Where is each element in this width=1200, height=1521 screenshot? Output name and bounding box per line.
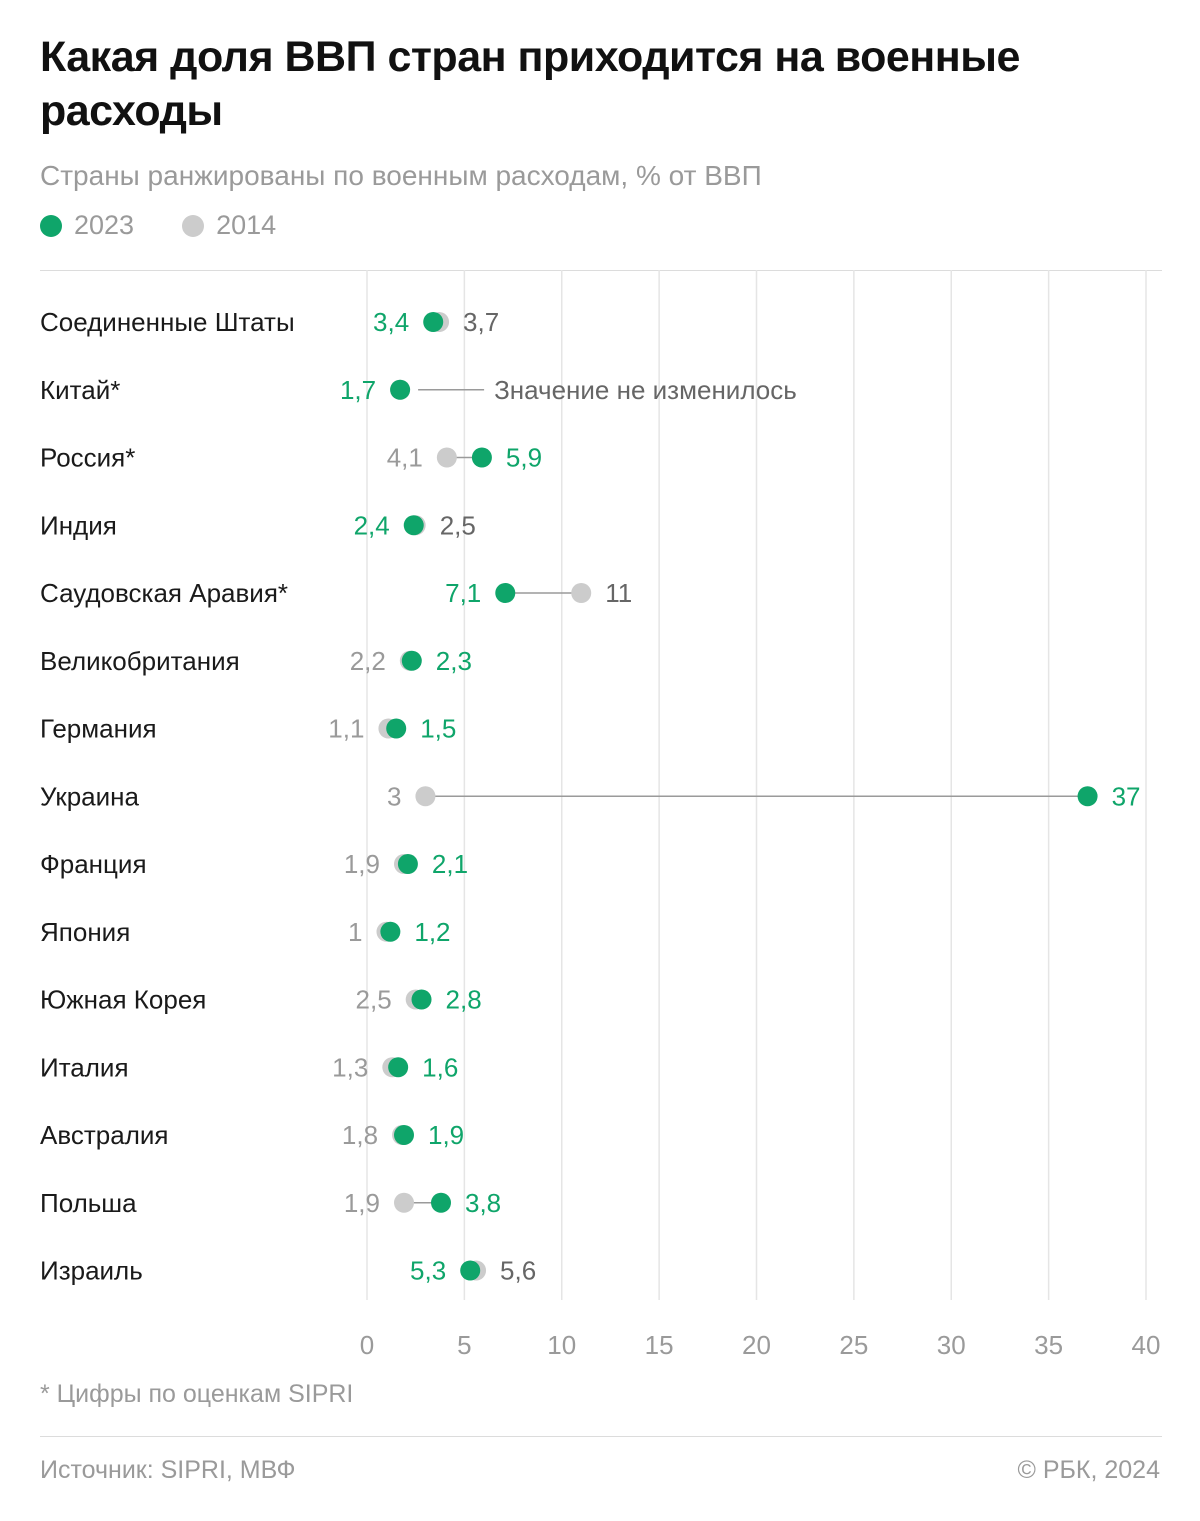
country-label: Япония xyxy=(40,917,130,947)
value-label-2023: 5,3 xyxy=(410,1256,446,1286)
dot-2023 xyxy=(495,583,516,603)
value-label-2023: 37 xyxy=(1112,781,1141,811)
value-label-2014: 1,3 xyxy=(332,1052,368,1082)
dot-2014 xyxy=(571,583,592,603)
dot-2023 xyxy=(411,989,432,1010)
x-tick-label: 15 xyxy=(645,1330,674,1360)
dot-2014 xyxy=(394,1192,415,1213)
unchanged-note: Значение не изменилось xyxy=(494,375,797,405)
x-tick-label: 35 xyxy=(1034,1330,1063,1360)
value-label-2014: 1,9 xyxy=(344,849,380,879)
country-label: Саудовская Аравия* xyxy=(40,578,288,608)
dot-2023 xyxy=(401,650,422,671)
legend-item-2014: 2014 xyxy=(182,210,276,241)
country-label: Израиль xyxy=(40,1256,143,1286)
value-label-2014: 2,5 xyxy=(356,985,392,1015)
legend-label-2014: 2014 xyxy=(216,210,277,240)
dot-2023 xyxy=(471,447,492,468)
value-label-2023: 1,9 xyxy=(428,1120,464,1150)
value-label-2014: 1,1 xyxy=(328,714,364,744)
dot-2023 xyxy=(386,718,407,739)
country-label: Австралия xyxy=(40,1120,168,1150)
country-label: Франция xyxy=(40,849,147,879)
value-label-2014: 3,7 xyxy=(463,307,499,337)
footnote: * Цифры по оценкам SIPRI xyxy=(40,1380,354,1408)
chart-subtitle: Страны ранжированы по военным расходам, … xyxy=(40,160,762,191)
bottom-divider xyxy=(40,1436,1162,1437)
top-divider xyxy=(40,270,1162,271)
value-label-2023: 5,9 xyxy=(506,443,542,473)
chart-title: Какая доля ВВП стран приходится на военн… xyxy=(40,33,1020,135)
value-label-2023: 2,3 xyxy=(436,646,472,676)
dot-2023 xyxy=(1077,786,1098,807)
value-label-2023: 1,2 xyxy=(414,917,450,947)
value-label-2023: 2,4 xyxy=(354,510,390,540)
legend-label-2023: 2023 xyxy=(74,210,135,240)
country-label: Польша xyxy=(40,1188,137,1218)
value-label-2014: 2,5 xyxy=(440,510,476,540)
source-credit: Источник: SIPRI, МВФ xyxy=(40,1456,296,1484)
copyright: © РБК, 2024 xyxy=(1017,1456,1160,1484)
value-label-2023: 1,5 xyxy=(420,714,456,744)
dot-2023 xyxy=(394,1125,415,1145)
value-label-2023: 2,8 xyxy=(446,985,482,1015)
value-label-2014: 1,9 xyxy=(344,1188,380,1218)
country-label: Германия xyxy=(40,714,157,744)
value-label-2014: 2,2 xyxy=(350,646,386,676)
dot-2023 xyxy=(380,921,401,942)
dot-2023 xyxy=(388,1057,409,1078)
country-label: Украина xyxy=(40,781,140,811)
country-label: Россия* xyxy=(40,443,135,473)
value-label-2023: 1,7 xyxy=(340,375,376,405)
legend: 2023 2014 xyxy=(40,210,324,241)
country-label: Соединенные Штаты xyxy=(40,307,295,337)
legend-item-2023: 2023 xyxy=(40,210,134,241)
x-tick-label: 20 xyxy=(742,1330,771,1360)
dot-2014 xyxy=(415,786,436,807)
value-label-2023: 7,1 xyxy=(445,578,481,608)
x-tick-label: 10 xyxy=(547,1330,576,1360)
value-label-2023: 1,6 xyxy=(422,1052,458,1082)
x-tick-label: 25 xyxy=(839,1330,868,1360)
value-label-2023: 3,8 xyxy=(465,1188,501,1218)
x-tick-label: 5 xyxy=(457,1330,471,1360)
dot-2023 xyxy=(431,1192,452,1213)
country-label: Южная Корея xyxy=(40,985,206,1015)
value-label-2014: 1 xyxy=(348,917,362,947)
dot-2023 xyxy=(403,515,424,536)
value-label-2014: 3 xyxy=(387,781,401,811)
legend-swatch-2023 xyxy=(40,214,62,237)
dot-2023 xyxy=(390,379,411,400)
value-label-2014: 11 xyxy=(605,578,632,608)
country-label: Италия xyxy=(40,1052,129,1082)
x-tick-label: 0 xyxy=(360,1330,374,1360)
country-label: Великобритания xyxy=(40,646,240,676)
value-label-2014: 4,1 xyxy=(387,443,423,473)
dot-2014 xyxy=(436,447,457,468)
value-label-2023: 2,1 xyxy=(432,849,468,879)
legend-swatch-2014 xyxy=(182,214,205,237)
dot-2023 xyxy=(460,1260,481,1281)
value-label-2023: 3,4 xyxy=(373,307,409,337)
value-label-2014: 1,8 xyxy=(342,1120,378,1150)
dot-2023 xyxy=(423,312,444,332)
value-label-2014: 5,6 xyxy=(500,1256,536,1286)
x-tick-label: 30 xyxy=(937,1330,966,1360)
country-label: Китай* xyxy=(40,375,120,405)
x-tick-label: 40 xyxy=(1132,1330,1161,1360)
dot-2023 xyxy=(397,854,418,874)
country-label: Индия xyxy=(40,510,117,540)
dot-plot-chart: 0 5 10 15 20 25 30 35 40 Соединенные Штаты 3,4 3,7 К… xyxy=(40,270,1161,1360)
